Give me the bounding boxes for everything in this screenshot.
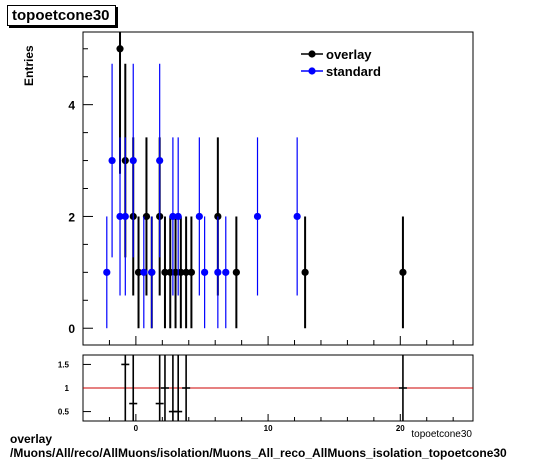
data-point-overlay [187,268,196,276]
data-point-overlay [161,268,169,276]
x-tick-label: 10 [264,424,273,433]
footer-line-2: /Muons/All/reco/AllMuons/isolation/Muons… [10,446,507,460]
data-point-overlay [171,268,180,276]
x-tick-label: 20 [396,424,405,433]
data-point-overlay [134,268,143,276]
footer-line-1: overlay [10,432,53,446]
ratio-marks [121,355,407,421]
data-point-standard [201,268,209,276]
data-point-standard [222,268,230,276]
footer-caption: overlay /Muons/All/reco/AllMuons/isolati… [10,432,507,460]
data-point-overlay [116,45,124,53]
legend-marker-overlay [308,50,316,58]
data-point-standard [293,212,301,221]
main-plot-frame [82,31,474,346]
legend: overlay standard [301,47,381,79]
y-tick-label: 4 [68,99,75,113]
data-point-overlay [142,212,151,221]
data-point-standard [129,156,137,165]
ratio-y-tick-label: 1.5 [58,360,70,369]
data-point-overlay [301,268,309,276]
x-tick-label: 0 [134,424,139,433]
ratio-y-tick-label: 1 [65,384,70,393]
main-axes: 0 2 4 [68,48,454,345]
main-marks [103,32,407,329]
data-point-standard [148,268,156,276]
data-point-standard [156,156,164,165]
ratio-axes: 0.5 1 1.5 0 10 20 [58,360,473,433]
data-point-standard [174,212,182,221]
x-axis-title: topoetcone30 [411,429,472,440]
data-point-overlay [399,268,407,276]
plot-title: topoetcone30 [7,5,116,26]
data-point-standard [169,212,177,221]
ratio-y-tick-label: 0.5 [58,408,70,417]
data-point-standard [108,156,116,165]
data-point-standard [253,212,262,221]
y-axis-title: Entries [22,45,36,86]
data-point-overlay [214,212,222,221]
data-point-overlay [166,268,174,276]
data-point-overlay [232,268,240,276]
legend-label-overlay: overlay [326,47,372,62]
legend-marker-standard [308,67,316,75]
data-point-standard [103,268,111,276]
data-point-standard [140,268,148,276]
data-point-standard [116,212,124,221]
data-point-standard [214,268,222,276]
data-point-standard [195,212,203,221]
data-point-overlay [177,268,185,276]
data-point-overlay [182,268,190,276]
y-tick-label: 2 [68,210,75,224]
legend-label-standard: standard [326,64,381,79]
y-tick-label: 0 [68,322,75,336]
data-point-standard [121,212,129,221]
